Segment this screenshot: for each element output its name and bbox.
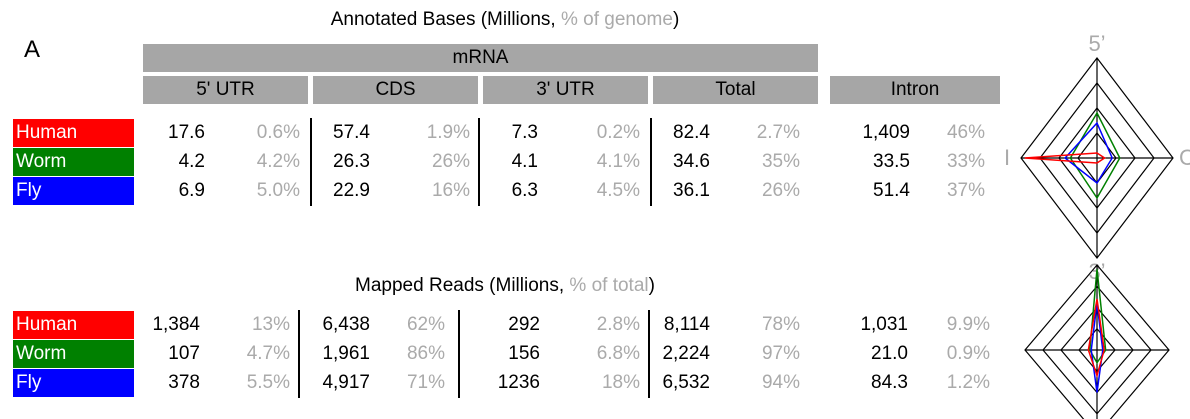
percent-cell: 4.1% (596, 151, 640, 172)
percent-cell: 2.7% (756, 122, 800, 143)
radar-axis-label: 5’ (1088, 31, 1105, 56)
column-divider (648, 310, 650, 398)
value-cell: 156 (508, 343, 540, 364)
percent-cell: 94% (761, 372, 800, 393)
column-header: Total (653, 76, 818, 104)
value-cell: 378 (168, 372, 200, 393)
title-part: ) (648, 275, 655, 296)
percent-cell: 0.2% (596, 122, 640, 143)
column-header: 3' UTR (483, 76, 648, 104)
column-divider (650, 118, 652, 206)
percent-cell: 37% (946, 180, 985, 201)
percent-cell: 71% (406, 372, 445, 393)
value-cell: 4.1 (511, 151, 538, 172)
value-cell: 1236 (497, 372, 540, 393)
radar-ring (1024, 264, 1170, 419)
value-cell: 6,438 (322, 314, 370, 335)
percent-cell: 33% (946, 151, 985, 172)
value-cell: 1,961 (322, 343, 370, 364)
panel-label: A (24, 36, 41, 63)
title-part: Mapped Reads (Millions, (355, 275, 570, 296)
percent-cell: 26% (761, 180, 800, 201)
percent-cell: 46% (946, 122, 985, 143)
column-divider (310, 118, 312, 206)
row-label: Fly (13, 177, 134, 205)
title-part: Annotated Bases (Millions, (330, 9, 561, 30)
group-header: mRNA (143, 44, 818, 72)
value-cell: 21.0 (871, 343, 908, 364)
percent-cell: 18% (601, 372, 640, 393)
column-header: CDS (313, 76, 478, 104)
value-cell: 33.5 (873, 151, 910, 172)
title-part: % of genome (560, 9, 673, 30)
value-cell: 6.3 (511, 180, 538, 201)
value-cell: 36.1 (673, 180, 710, 201)
title-part: ) (672, 9, 680, 30)
value-cell: 4.2 (178, 151, 205, 172)
percent-cell: 26% (431, 151, 470, 172)
percent-cell: 2.8% (596, 314, 640, 335)
value-cell: 1,409 (862, 122, 910, 143)
column-header: Intron (830, 76, 1000, 104)
value-cell: 51.4 (873, 180, 910, 201)
radar-series (1063, 121, 1114, 185)
percent-cell: 9.9% (946, 314, 990, 335)
radar-axis-label: I (1004, 145, 1010, 170)
radar-axis-label: C (1179, 145, 1190, 170)
row-label: Human (13, 119, 134, 147)
value-cell: 6,532 (662, 372, 710, 393)
percent-cell: 78% (761, 314, 800, 335)
percent-cell: 35% (761, 151, 800, 172)
value-cell: 7.3 (511, 122, 538, 143)
value-cell: 82.4 (673, 122, 710, 143)
percent-cell: 4.7% (246, 343, 290, 364)
value-cell: 17.6 (168, 122, 205, 143)
title-part: % of total (569, 275, 649, 296)
value-cell: 292 (508, 314, 540, 335)
value-cell: 4,917 (322, 372, 370, 393)
percent-cell: 5.0% (256, 180, 300, 201)
radar-series (1087, 298, 1105, 379)
percent-cell: 1.9% (426, 122, 470, 143)
percent-cell: 6.8% (596, 343, 640, 364)
radar-series (1024, 152, 1106, 164)
percent-cell: 4.2% (256, 151, 300, 172)
percent-cell: 86% (406, 343, 445, 364)
value-cell: 1,031 (860, 314, 908, 335)
value-cell: 57.4 (333, 122, 370, 143)
column-divider (458, 310, 460, 398)
percent-cell: 1.2% (946, 372, 990, 393)
column-header: 5' UTR (143, 76, 308, 104)
percent-cell: 97% (761, 343, 800, 364)
value-cell: 2,224 (662, 343, 710, 364)
value-cell: 1,384 (152, 314, 200, 335)
row-label: Worm (13, 340, 134, 368)
value-cell: 34.6 (673, 151, 710, 172)
value-cell: 84.3 (871, 372, 908, 393)
row-label: Fly (13, 369, 134, 397)
value-cell: 107 (168, 343, 200, 364)
percent-cell: 5.5% (246, 372, 290, 393)
value-cell: 26.3 (333, 151, 370, 172)
percent-cell: 16% (431, 180, 470, 201)
row-label: Human (13, 311, 134, 339)
percent-cell: 62% (406, 314, 445, 335)
percent-cell: 13% (251, 314, 290, 335)
value-cell: 22.9 (333, 180, 370, 201)
percent-cell: 0.6% (256, 122, 300, 143)
value-cell: 6.9 (178, 180, 205, 201)
percent-cell: 4.5% (596, 180, 640, 201)
radar-series (1090, 303, 1104, 393)
column-divider (298, 310, 300, 398)
column-divider (478, 118, 480, 206)
table-title: Mapped Reads (Millions, % of total) (0, 272, 1010, 300)
table-title: Annotated Bases (Millions, % of genome) (0, 6, 1010, 34)
row-label: Worm (13, 148, 134, 176)
value-cell: 8,114 (663, 314, 710, 335)
percent-cell: 0.9% (946, 343, 990, 364)
